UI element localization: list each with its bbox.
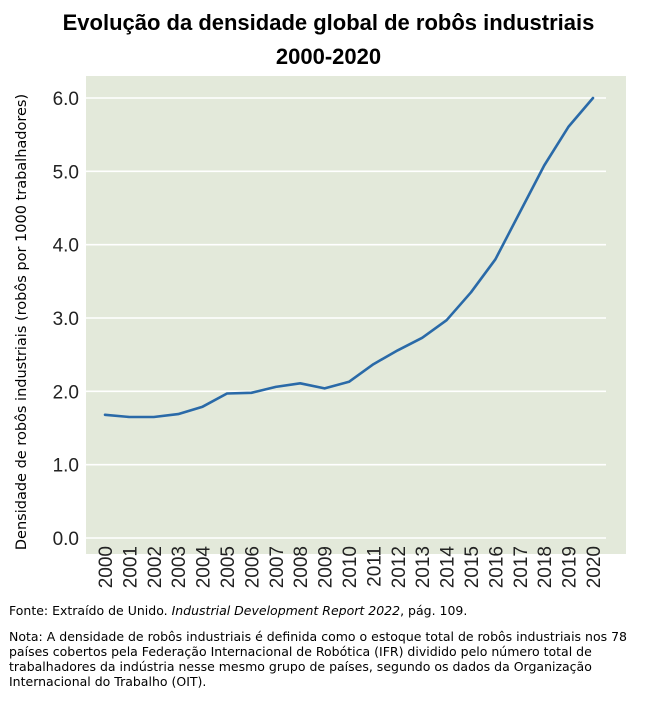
y-tick-label: 4.0 bbox=[53, 236, 79, 257]
y-tick-label: 5.0 bbox=[53, 162, 79, 183]
plot-area bbox=[86, 76, 626, 554]
y-tick-label: 3.0 bbox=[53, 309, 79, 330]
y-tick-label: 0.0 bbox=[53, 529, 79, 550]
x-tick-label: 2014 bbox=[438, 546, 459, 589]
x-tick-label: 2017 bbox=[511, 546, 532, 588]
gridlines bbox=[86, 97, 606, 539]
definition-note: Nota: A densidade de robôs industriais é… bbox=[9, 629, 627, 689]
x-tick-label: 2001 bbox=[120, 546, 141, 588]
x-tick-label: 2005 bbox=[218, 546, 239, 588]
source-prefix: Fonte: Extraído de Unido. bbox=[9, 603, 172, 618]
y-tick-label: 6.0 bbox=[53, 89, 79, 110]
source-report-title: Industrial Development Report 2022 bbox=[171, 603, 401, 618]
x-tick-label: 2019 bbox=[560, 546, 581, 588]
y-tick-label: 2.0 bbox=[53, 382, 79, 403]
source-note: Fonte: Extraído de Unido. Industrial Dev… bbox=[9, 603, 639, 618]
y-axis-label: Densidade de robôs industriais (robôs po… bbox=[14, 94, 30, 550]
chart: 0.01.02.03.04.05.06.0 2000 2001 2002 2003 20… bbox=[14, 76, 626, 589]
x-tick-labels: 2000 2001 2002 2003 2004 2005 2006 2007 2008 2009… bbox=[96, 546, 605, 589]
chart-title-line2: 2000-2020 bbox=[275, 44, 382, 69]
x-tick-label: 2006 bbox=[242, 546, 263, 588]
x-tick-label: 2020 bbox=[584, 546, 605, 588]
x-tick-label: 2008 bbox=[291, 546, 312, 588]
x-tick-label: 2002 bbox=[145, 546, 166, 588]
x-tick-label: 2018 bbox=[535, 546, 556, 588]
chart-title-line1: Evolução da densidade global de robôs in… bbox=[62, 10, 595, 35]
x-tick-label: 2009 bbox=[316, 546, 337, 588]
x-tick-label: 2003 bbox=[169, 546, 190, 588]
x-tick-label: 2016 bbox=[486, 546, 507, 588]
x-tick-label: 2012 bbox=[389, 546, 410, 588]
x-tick-label: 2015 bbox=[462, 546, 483, 588]
x-tick-label: 2010 bbox=[340, 546, 361, 588]
series-line bbox=[103, 96, 595, 419]
x-tick-label: 2004 bbox=[194, 546, 215, 589]
source-suffix: , pág. 109. bbox=[400, 603, 468, 618]
x-tick-label: 2013 bbox=[413, 546, 434, 588]
x-tick-label: 2011 bbox=[364, 546, 385, 587]
y-tick-label: 1.0 bbox=[53, 456, 79, 477]
y-tick-labels: 0.0 1.0 2.0 3.0 4.0 5.0 6.0 bbox=[53, 89, 79, 550]
x-tick-label: 2000 bbox=[96, 546, 117, 588]
x-tick-label: 2007 bbox=[267, 546, 288, 588]
